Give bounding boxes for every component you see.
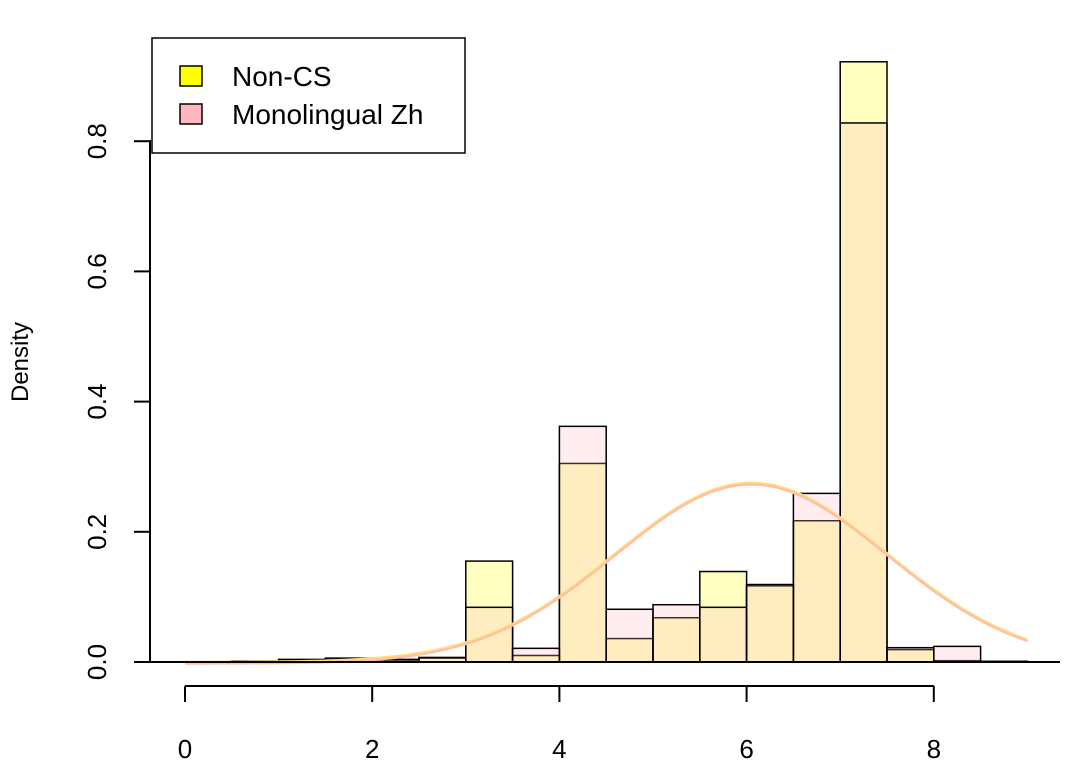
y-tick-label: 0.6	[82, 253, 112, 289]
bar-monolingual-zh	[558, 425, 607, 663]
legend-swatch-monolingual-zh	[179, 103, 203, 125]
x-tick-label: 2	[365, 734, 379, 764]
bar-monolingual-zh	[886, 646, 935, 663]
legend-box	[151, 37, 466, 154]
x-tick-label: 0	[178, 734, 192, 764]
bar-monolingual-zh	[605, 608, 654, 663]
legend-label-non-cs: Non-CS	[232, 61, 332, 92]
bar-monolingual-zh	[839, 122, 888, 663]
bar-monolingual-zh	[933, 645, 982, 663]
bar-non-cs	[839, 61, 888, 663]
y-tick-label: 0.2	[82, 514, 112, 550]
bar-monolingual-zh	[699, 606, 748, 663]
bars-layer	[231, 61, 1029, 663]
bar-monolingual-zh	[511, 647, 561, 663]
legend: Non-CS Monolingual Zh	[151, 37, 466, 154]
x-tick-label: 4	[552, 734, 566, 764]
bar-monolingual-zh	[652, 603, 701, 663]
x-tick-label: 6	[739, 734, 753, 764]
bar-monolingual-zh	[745, 583, 795, 663]
y-tick-label: 0.4	[82, 384, 112, 420]
legend-label-monolingual-zh: Monolingual Zh	[232, 99, 423, 130]
y-tick-label: 0.0	[82, 644, 112, 680]
x-axis: 0 2 4 6 8	[178, 685, 941, 764]
bar-monolingual-zh	[792, 492, 841, 663]
x-tick-label: 8	[927, 734, 941, 764]
y-axis-label: Density	[7, 322, 34, 402]
legend-swatch-non-cs	[179, 65, 203, 87]
y-tick-label: 0.8	[82, 123, 112, 159]
y-axis: 0.0 0.2 0.4 0.6 0.8	[82, 123, 151, 680]
